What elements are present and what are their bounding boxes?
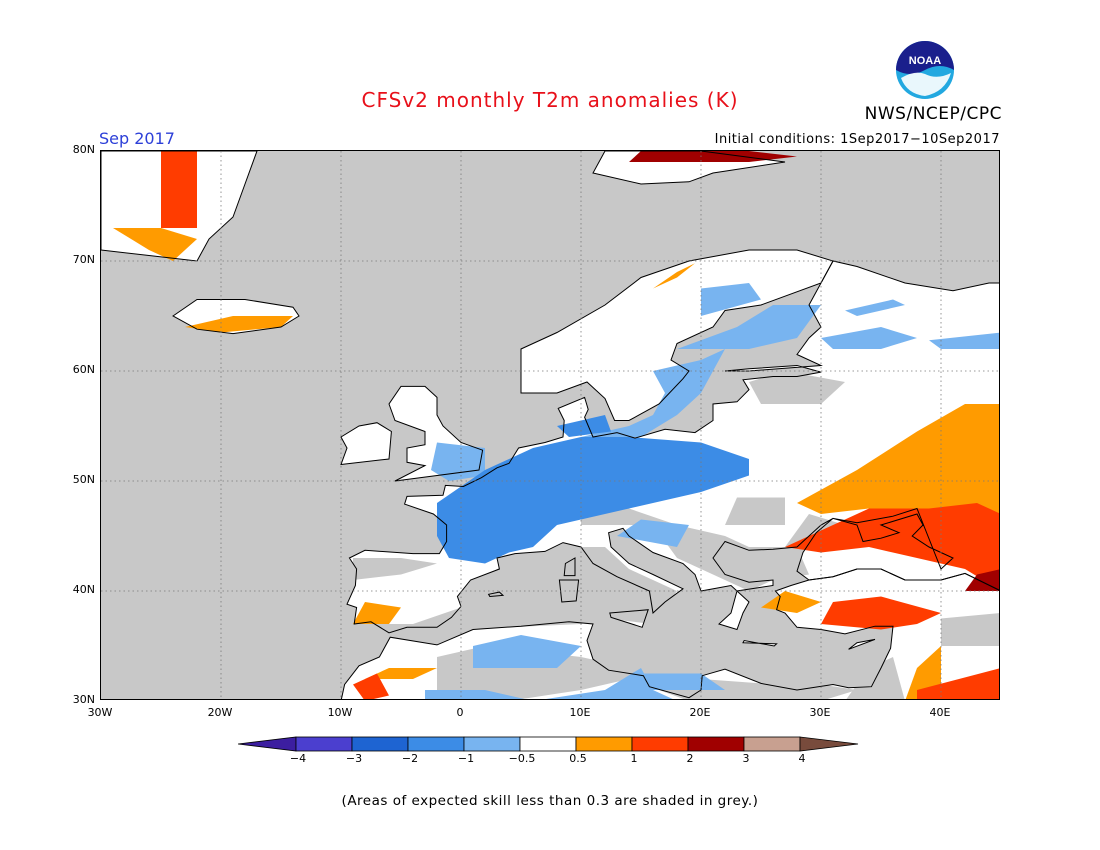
anomaly-patch — [473, 635, 581, 668]
anomaly-patch — [437, 437, 749, 564]
lon-label: 0 — [456, 706, 464, 719]
coast-scandinavia — [520, 249, 834, 421]
forecast-period: Sep 2017 — [99, 129, 175, 148]
coast-africa — [340, 568, 999, 699]
anomaly-patch — [701, 283, 761, 316]
lon-label: 10E — [569, 706, 591, 719]
anomaly-patch — [353, 558, 437, 580]
lat-label: 40N — [72, 583, 95, 596]
noaa-logo: NOAA — [896, 41, 954, 99]
colorbar-cell — [743, 736, 801, 752]
colorbar-tick-label: −4 — [289, 752, 307, 765]
colorbar-tick-label: 0.5 — [569, 752, 587, 765]
anomaly-patch — [905, 646, 941, 699]
anomaly-patch — [821, 596, 941, 630]
colorbar-cell — [295, 736, 353, 752]
coast-sardinia — [558, 579, 580, 603]
anomaly-patch — [425, 668, 673, 699]
map-canvas — [101, 151, 999, 699]
coast-crete — [742, 639, 778, 647]
map-title: CFSv2 monthly T2m anomalies (K) — [361, 88, 739, 112]
anomaly-patch — [581, 508, 809, 591]
anomaly-patch — [929, 332, 999, 349]
anomaly-patch — [845, 299, 905, 316]
initial-conditions: Initial conditions: 1Sep2017−10Sep2017 — [714, 132, 1000, 147]
lon-label: 20E — [689, 706, 711, 719]
anomaly-patch — [917, 668, 999, 699]
graticule — [101, 151, 999, 699]
colorbar-tick-label: 4 — [798, 752, 806, 765]
anomaly-patch — [785, 503, 999, 590]
colorbar-cell — [351, 736, 409, 752]
coast-cyprus — [848, 638, 876, 650]
colorbar — [238, 736, 859, 752]
colorbar-cell — [519, 736, 577, 752]
lon-label: 10W — [327, 706, 353, 719]
coast-svalbard — [592, 151, 786, 185]
colorbar-cell — [687, 736, 745, 752]
anomaly-patch — [725, 497, 785, 525]
agency-label: NWS/NCEP/CPC — [864, 104, 1002, 124]
coast-finland-russia — [346, 260, 999, 634]
anomaly-patch — [761, 591, 821, 613]
anomaly-patch — [797, 404, 999, 525]
anomaly-patch — [941, 613, 999, 646]
coast-corsica — [563, 557, 576, 577]
lat-label: 60N — [72, 363, 95, 376]
colorbar-cell — [575, 736, 633, 752]
land-ireland — [341, 422, 392, 465]
anomaly-patch — [161, 151, 197, 228]
colorbar-tick-label: 2 — [686, 752, 694, 765]
anomaly-patch — [341, 547, 677, 635]
colorbar-tick-label: −2 — [401, 752, 419, 765]
anomaly-patch — [749, 371, 845, 404]
lat-label: 80N — [72, 143, 95, 156]
anomaly-map — [100, 150, 1000, 700]
colorbar-tick-label: −3 — [345, 752, 363, 765]
colorbar-cell — [463, 736, 521, 752]
colorbar-arrow-high — [799, 736, 859, 752]
anomaly-patch — [677, 305, 821, 349]
lat-label: 50N — [72, 473, 95, 486]
colorbar-tick-label: −0.5 — [508, 752, 536, 765]
anomaly-patch — [557, 415, 611, 437]
anomaly-patch — [365, 668, 437, 679]
colorbar-cell — [631, 736, 689, 752]
colorbar-tick-label: −1 — [457, 752, 475, 765]
coast-ireland — [340, 422, 392, 466]
lon-label: 30E — [809, 706, 831, 719]
coast-greenland — [101, 151, 258, 262]
footnote: (Areas of expected skill less than 0.3 a… — [341, 793, 759, 809]
coast-britain — [388, 385, 484, 482]
anomaly-patch — [353, 602, 401, 624]
colorbar-cell — [407, 736, 465, 752]
coast-iceland — [172, 299, 300, 335]
colorbar-tick-label: 1 — [630, 752, 638, 765]
anomaly-patch — [113, 228, 197, 261]
coast-balearics — [487, 591, 505, 598]
anomaly-patch — [617, 519, 689, 547]
lon-label: 30W — [87, 706, 113, 719]
anomaly-patch — [629, 151, 797, 162]
lon-label: 20W — [207, 706, 233, 719]
anomaly-patch — [353, 673, 389, 699]
lon-label: 40E — [929, 706, 951, 719]
anomaly-patch — [821, 327, 917, 349]
coastline-layer — [101, 151, 999, 699]
anomaly-layer — [113, 151, 999, 699]
noaa-logo-text: NOAA — [909, 55, 941, 67]
anomaly-patch — [653, 263, 695, 289]
lat-label: 70N — [72, 253, 95, 266]
lat-label: 30N — [72, 693, 95, 706]
colorbar-tick-label: 3 — [742, 752, 750, 765]
coast-sicily — [609, 609, 649, 628]
colorbar-arrow-low — [238, 736, 297, 752]
anomaly-patch — [185, 316, 293, 333]
